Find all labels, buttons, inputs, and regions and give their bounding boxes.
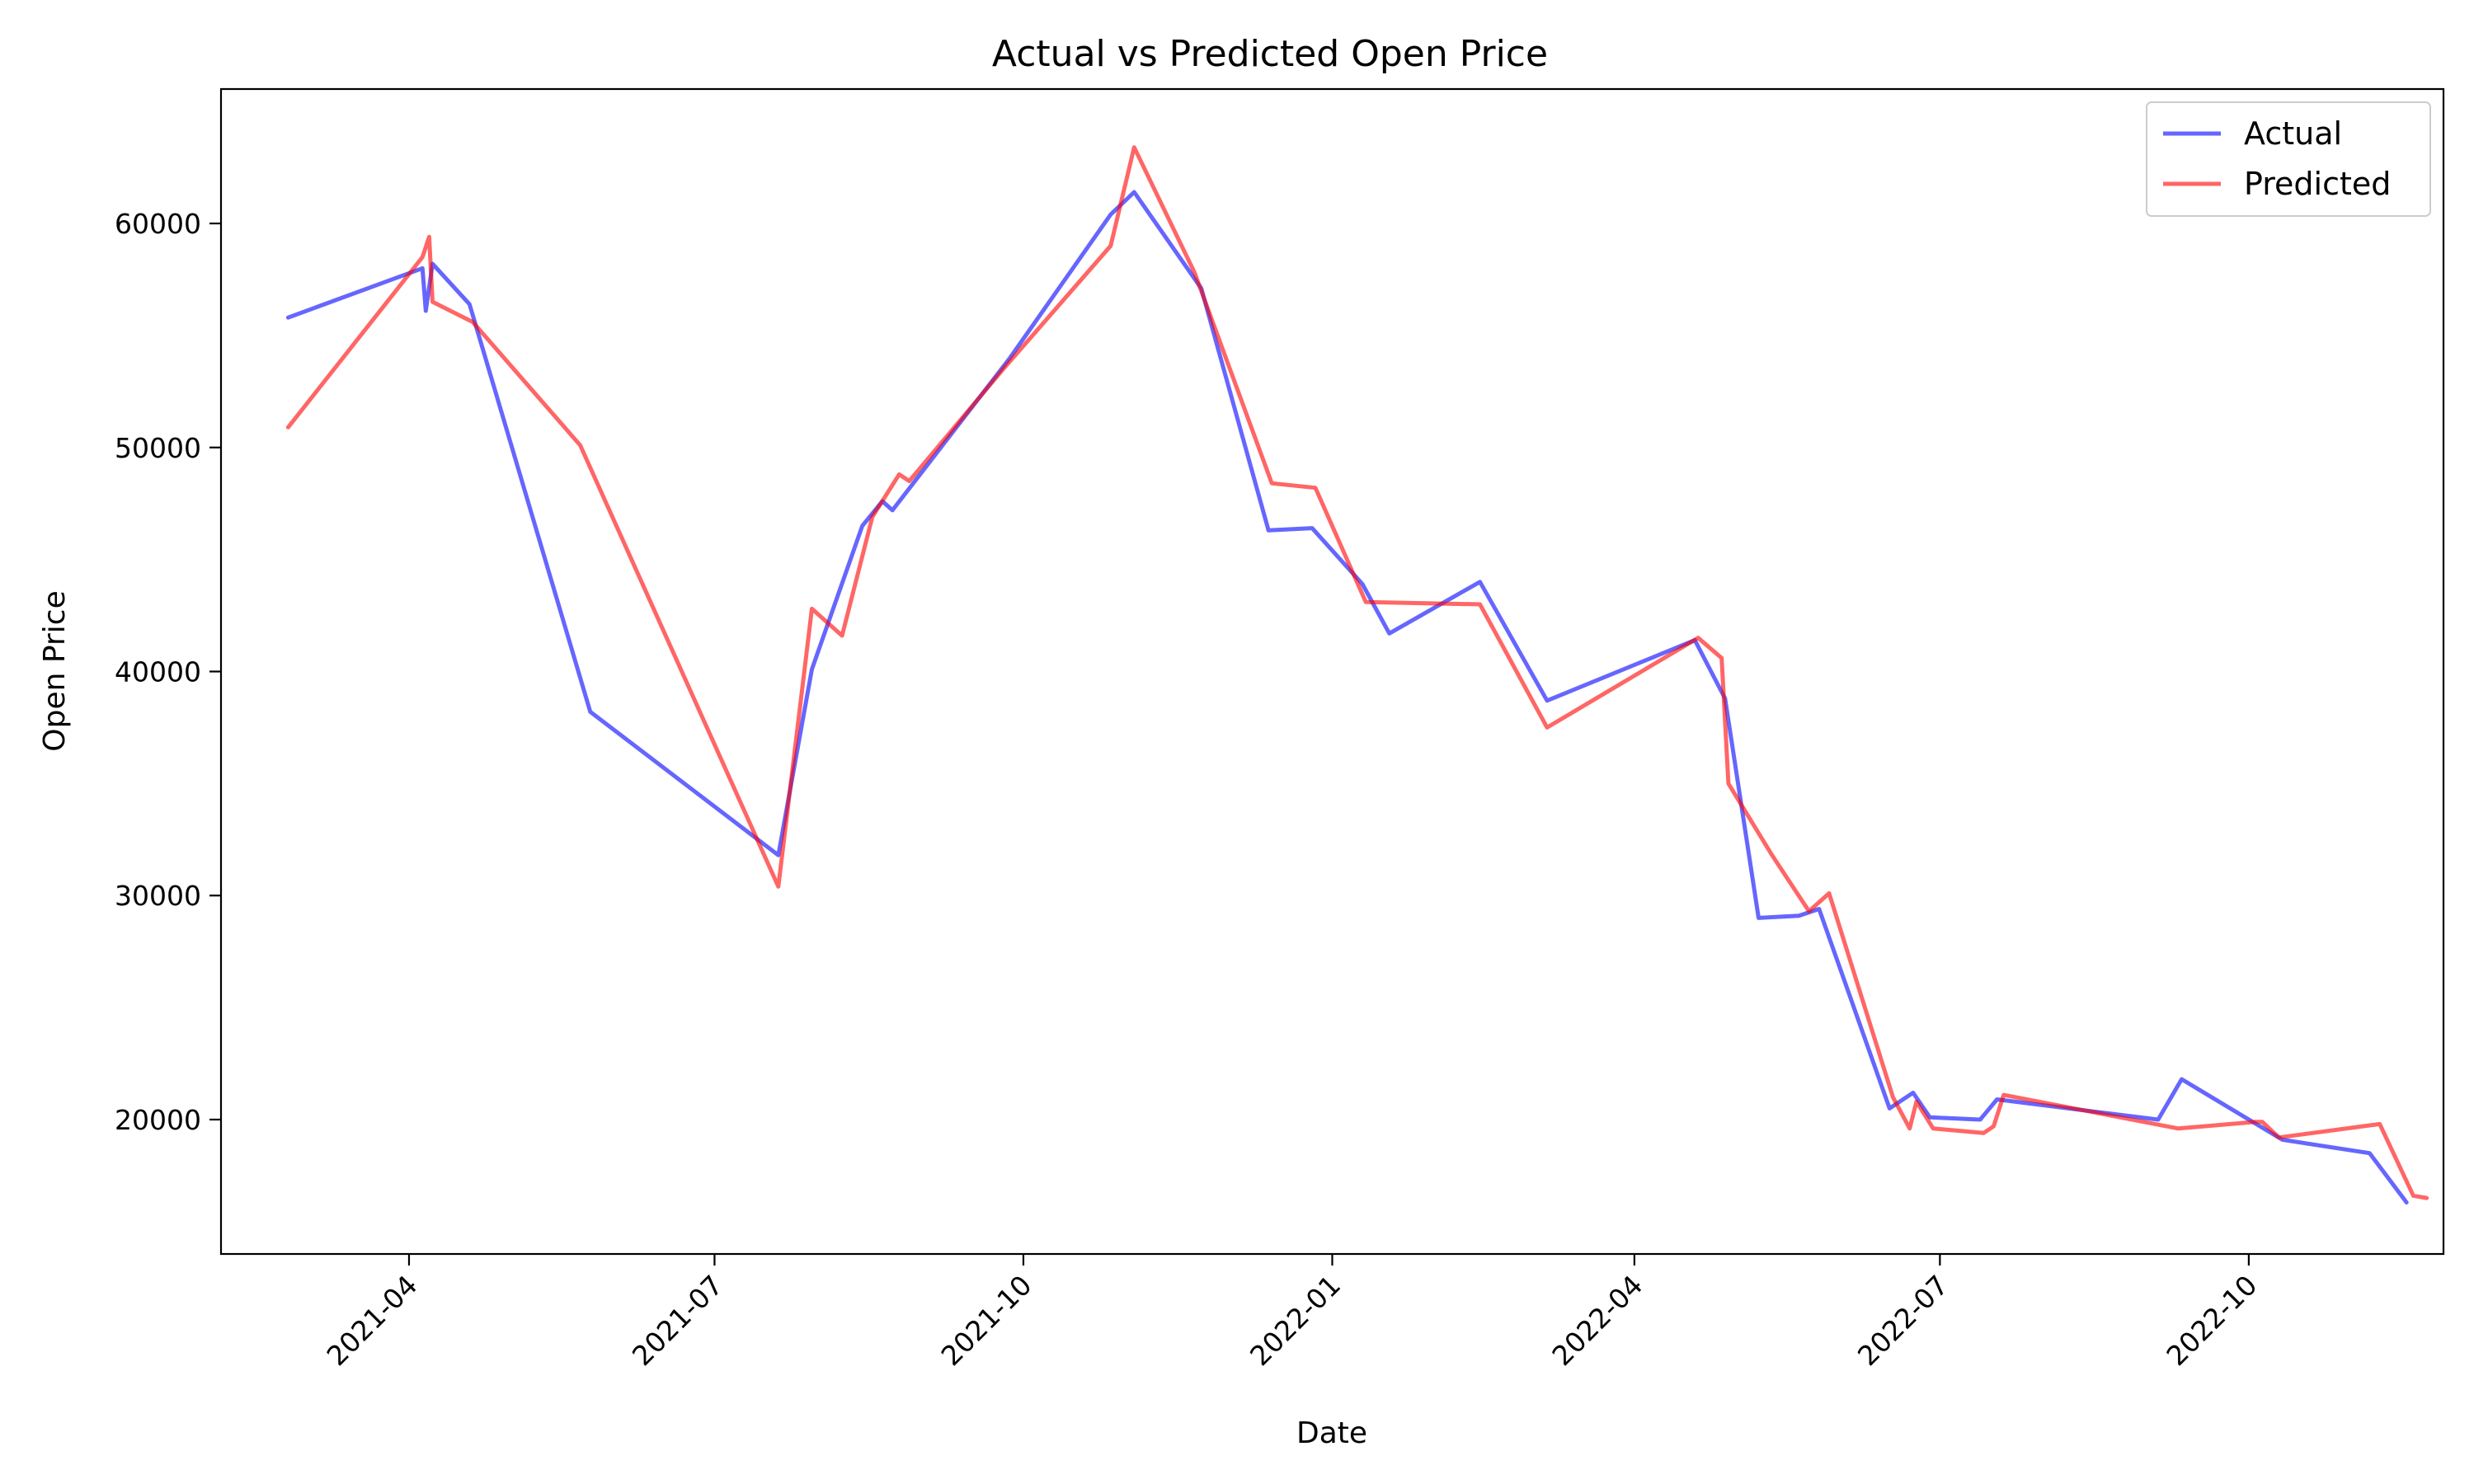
legend-box xyxy=(2146,101,2431,217)
plot-frame xyxy=(219,87,2445,1256)
x-tick-label: 2022-01 xyxy=(1244,1269,1347,1372)
y-tick-label: 40000 xyxy=(115,656,201,688)
x-tick-label: 2022-07 xyxy=(1851,1269,1954,1372)
y-axis-label: Open Price xyxy=(38,590,72,751)
series-line-actual xyxy=(285,190,2409,1205)
legend-label-actual: Actual xyxy=(2244,115,2342,152)
x-axis-label: Date xyxy=(1296,1416,1367,1450)
y-axis: 20000 30000 40000 50000 60000 xyxy=(115,208,221,1136)
x-tick-label: 2022-10 xyxy=(2160,1269,2263,1372)
x-tick-label: 2021-07 xyxy=(626,1269,729,1372)
chart-title: Actual vs Predicted Open Price xyxy=(992,33,1548,75)
legend: Actual Predicted xyxy=(2146,101,2431,217)
y-tick-label: 20000 xyxy=(115,1104,201,1136)
y-tick-label: 50000 xyxy=(115,432,201,464)
x-tick-label: 2021-10 xyxy=(935,1269,1038,1372)
y-tick-label: 60000 xyxy=(115,208,201,240)
series-layer xyxy=(285,145,2429,1205)
legend-label-predicted: Predicted xyxy=(2244,166,2391,202)
series-line-predicted xyxy=(285,145,2429,1200)
x-axis: 2021-04 2021-07 2021-10 2022-01 2022-04 2022-… xyxy=(321,1254,2264,1372)
x-tick-label: 2022-04 xyxy=(1545,1269,1649,1372)
x-tick-label: 2021-04 xyxy=(321,1269,424,1372)
y-tick-label: 30000 xyxy=(115,880,201,912)
